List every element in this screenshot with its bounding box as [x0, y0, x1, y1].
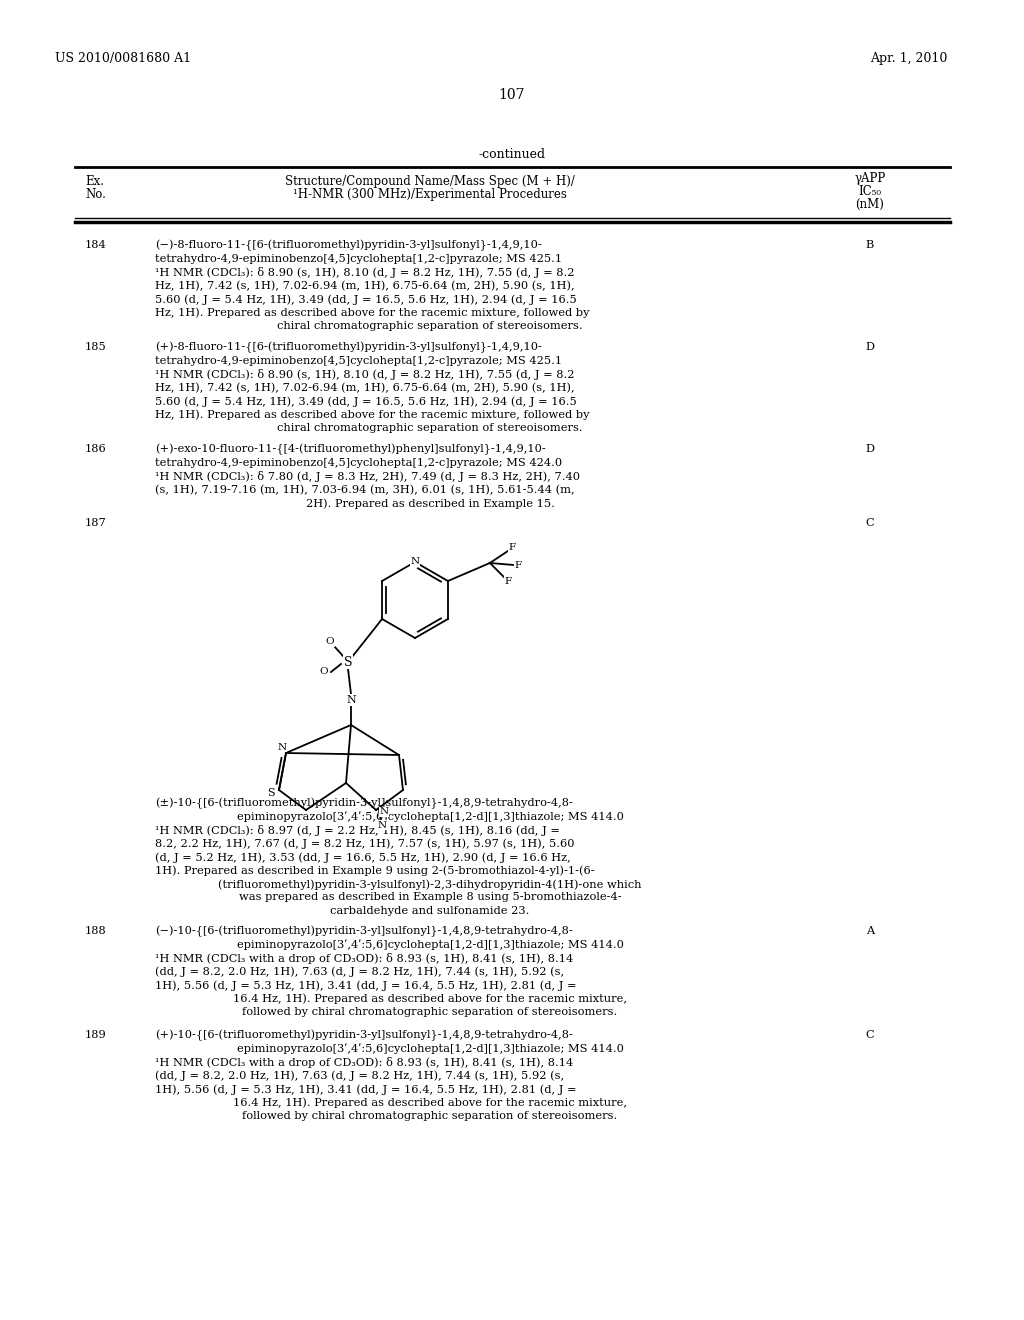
- Text: C: C: [865, 1030, 874, 1040]
- Text: Hz, 1H). Prepared as described above for the racemic mixture, followed by: Hz, 1H). Prepared as described above for…: [155, 409, 590, 420]
- Text: B: B: [866, 240, 874, 249]
- Text: epiminopyrazolo[3ʹ,4ʹ:5,6]cyclohepta[1,2-d][1,3]thiazole; MS 414.0: epiminopyrazolo[3ʹ,4ʹ:5,6]cyclohepta[1,2…: [237, 812, 624, 822]
- Text: F: F: [505, 577, 511, 586]
- Text: N: N: [411, 557, 420, 565]
- Text: tetrahydro-4,9-epiminobenzo[4,5]cyclohepta[1,2-c]pyrazole; MS 425.1: tetrahydro-4,9-epiminobenzo[4,5]cyclohep…: [155, 355, 562, 366]
- Text: (d, J = 5.2 Hz, 1H), 3.53 (dd, J = 16.6, 5.5 Hz, 1H), 2.90 (d, J = 16.6 Hz,: (d, J = 5.2 Hz, 1H), 3.53 (dd, J = 16.6,…: [155, 851, 570, 862]
- Text: N: N: [380, 808, 388, 817]
- Text: 2H). Prepared as described in Example 15.: 2H). Prepared as described in Example 15…: [305, 498, 554, 508]
- Text: IC₅₀: IC₅₀: [858, 185, 882, 198]
- Text: No.: No.: [85, 187, 105, 201]
- Text: ¹H NMR (CDCl₃ with a drop of CD₃OD): δ 8.93 (s, 1H), 8.41 (s, 1H), 8.14: ¹H NMR (CDCl₃ with a drop of CD₃OD): δ 8…: [155, 953, 573, 964]
- Text: (+)-8-fluoro-11-{[6-(trifluoromethyl)pyridin-3-yl]sulfonyl}-1,4,9,10-: (+)-8-fluoro-11-{[6-(trifluoromethyl)pyr…: [155, 342, 542, 354]
- Text: ¹H-NMR (300 MHz)/Experimental Procedures: ¹H-NMR (300 MHz)/Experimental Procedures: [293, 187, 567, 201]
- Text: 185: 185: [85, 342, 106, 352]
- Text: D: D: [865, 444, 874, 454]
- Text: tetrahydro-4,9-epiminobenzo[4,5]cyclohepta[1,2-c]pyrazole; MS 424.0: tetrahydro-4,9-epiminobenzo[4,5]cyclohep…: [155, 458, 562, 467]
- Text: Hz, 1H). Prepared as described above for the racemic mixture, followed by: Hz, 1H). Prepared as described above for…: [155, 308, 590, 318]
- Text: O: O: [326, 638, 334, 647]
- Text: (dd, J = 8.2, 2.0 Hz, 1H), 7.63 (d, J = 8.2 Hz, 1H), 7.44 (s, 1H), 5.92 (s,: (dd, J = 8.2, 2.0 Hz, 1H), 7.63 (d, J = …: [155, 966, 564, 977]
- Text: O: O: [319, 668, 329, 676]
- Text: (+)-exo-10-fluoro-11-{[4-(trifluoromethyl)phenyl]sulfonyl}-1,4,9,10-: (+)-exo-10-fluoro-11-{[4-(trifluoromethy…: [155, 444, 546, 455]
- Text: followed by chiral chromatographic separation of stereoisomers.: followed by chiral chromatographic separ…: [243, 1111, 617, 1121]
- Text: (±)-10-{[6-(trifluoromethyl)pyridin-3-yl]sulfonyl}-1,4,8,9-tetrahydro-4,8-: (±)-10-{[6-(trifluoromethyl)pyridin-3-yl…: [155, 799, 572, 809]
- Text: 107: 107: [499, 88, 525, 102]
- Text: (trifluoromethyl)pyridin-3-ylsulfonyl)-2,3-dihydropyridin-4(1H)-one which: (trifluoromethyl)pyridin-3-ylsulfonyl)-2…: [218, 879, 642, 890]
- Text: tetrahydro-4,9-epiminobenzo[4,5]cyclohepta[1,2-c]pyrazole; MS 425.1: tetrahydro-4,9-epiminobenzo[4,5]cyclohep…: [155, 253, 562, 264]
- Text: C: C: [865, 517, 874, 528]
- Text: 189: 189: [85, 1030, 106, 1040]
- Text: (nM): (nM): [856, 198, 885, 211]
- Text: 5.60 (d, J = 5.4 Hz, 1H), 3.49 (dd, J = 16.5, 5.6 Hz, 1H), 2.94 (d, J = 16.5: 5.60 (d, J = 5.4 Hz, 1H), 3.49 (dd, J = …: [155, 396, 577, 407]
- Text: 186: 186: [85, 444, 106, 454]
- Text: epiminopyrazolo[3ʹ,4ʹ:5,6]cyclohepta[1,2-d][1,3]thiazole; MS 414.0: epiminopyrazolo[3ʹ,4ʹ:5,6]cyclohepta[1,2…: [237, 940, 624, 950]
- Text: carbaldehyde and sulfonamide 23.: carbaldehyde and sulfonamide 23.: [331, 906, 529, 916]
- Text: 1H), 5.56 (d, J = 5.3 Hz, 1H), 3.41 (dd, J = 16.4, 5.5 Hz, 1H), 2.81 (d, J =: 1H), 5.56 (d, J = 5.3 Hz, 1H), 3.41 (dd,…: [155, 979, 577, 990]
- Text: N: N: [346, 696, 356, 705]
- Text: 184: 184: [85, 240, 106, 249]
- Text: F: F: [514, 561, 521, 569]
- Text: A: A: [866, 927, 874, 936]
- Text: F: F: [508, 543, 515, 552]
- Text: followed by chiral chromatographic separation of stereoisomers.: followed by chiral chromatographic separ…: [243, 1007, 617, 1016]
- Text: ¹H NMR (CDCl₃): δ 7.80 (d, J = 8.3 Hz, 2H), 7.49 (d, J = 8.3 Hz, 2H), 7.40: ¹H NMR (CDCl₃): δ 7.80 (d, J = 8.3 Hz, 2…: [155, 471, 580, 482]
- Text: 5.60 (d, J = 5.4 Hz, 1H), 3.49 (dd, J = 16.5, 5.6 Hz, 1H), 2.94 (d, J = 16.5: 5.60 (d, J = 5.4 Hz, 1H), 3.49 (dd, J = …: [155, 294, 577, 305]
- Text: 188: 188: [85, 927, 106, 936]
- Text: ¹H NMR (CDCl₃ with a drop of CD₃OD): δ 8.93 (s, 1H), 8.41 (s, 1H), 8.14: ¹H NMR (CDCl₃ with a drop of CD₃OD): δ 8…: [155, 1057, 573, 1068]
- Text: 16.4 Hz, 1H). Prepared as described above for the racemic mixture,: 16.4 Hz, 1H). Prepared as described abov…: [233, 1097, 627, 1107]
- Text: 16.4 Hz, 1H). Prepared as described above for the racemic mixture,: 16.4 Hz, 1H). Prepared as described abov…: [233, 994, 627, 1005]
- Text: chiral chromatographic separation of stereoisomers.: chiral chromatographic separation of ste…: [278, 422, 583, 433]
- Text: ¹H NMR (CDCl₃): δ 8.90 (s, 1H), 8.10 (d, J = 8.2 Hz, 1H), 7.55 (d, J = 8.2: ¹H NMR (CDCl₃): δ 8.90 (s, 1H), 8.10 (d,…: [155, 370, 574, 380]
- Text: D: D: [865, 342, 874, 352]
- Text: 8.2, 2.2 Hz, 1H), 7.67 (d, J = 8.2 Hz, 1H), 7.57 (s, 1H), 5.97 (s, 1H), 5.60: 8.2, 2.2 Hz, 1H), 7.67 (d, J = 8.2 Hz, 1…: [155, 838, 574, 849]
- Text: Structure/Compound Name/Mass Spec (M + H)/: Structure/Compound Name/Mass Spec (M + H…: [285, 176, 574, 187]
- Text: ¹H NMR (CDCl₃): δ 8.90 (s, 1H), 8.10 (d, J = 8.2 Hz, 1H), 7.55 (d, J = 8.2: ¹H NMR (CDCl₃): δ 8.90 (s, 1H), 8.10 (d,…: [155, 267, 574, 279]
- Text: ¹H NMR (CDCl₃): δ 8.97 (d, J = 2.2 Hz, 1H), 8.45 (s, 1H), 8.16 (dd, J =: ¹H NMR (CDCl₃): δ 8.97 (d, J = 2.2 Hz, 1…: [155, 825, 560, 836]
- Text: (+)-10-{[6-(trifluoromethyl)pyridin-3-yl]sulfonyl}-1,4,8,9-tetrahydro-4,8-: (+)-10-{[6-(trifluoromethyl)pyridin-3-yl…: [155, 1030, 572, 1041]
- Text: epiminopyrazolo[3ʹ,4ʹ:5,6]cyclohepta[1,2-d][1,3]thiazole; MS 414.0: epiminopyrazolo[3ʹ,4ʹ:5,6]cyclohepta[1,2…: [237, 1044, 624, 1055]
- Text: 1H). Prepared as described in Example 9 using 2-(5-bromothiazol-4-yl)-1-(6-: 1H). Prepared as described in Example 9 …: [155, 866, 595, 876]
- Text: was prepared as described in Example 8 using 5-bromothiazole-4-: was prepared as described in Example 8 u…: [239, 892, 622, 903]
- Text: (−)-8-fluoro-11-{[6-(trifluoromethyl)pyridin-3-yl]sulfonyl}-1,4,9,10-: (−)-8-fluoro-11-{[6-(trifluoromethyl)pyr…: [155, 240, 542, 251]
- Text: S: S: [267, 788, 274, 799]
- Text: γAPP: γAPP: [854, 172, 886, 185]
- Text: (−)-10-{[6-(trifluoromethyl)pyridin-3-yl]sulfonyl}-1,4,8,9-tetrahydro-4,8-: (−)-10-{[6-(trifluoromethyl)pyridin-3-yl…: [155, 927, 572, 937]
- Text: S: S: [344, 656, 352, 668]
- Text: 187: 187: [85, 517, 106, 528]
- Text: (dd, J = 8.2, 2.0 Hz, 1H), 7.63 (d, J = 8.2 Hz, 1H), 7.44 (s, 1H), 5.92 (s,: (dd, J = 8.2, 2.0 Hz, 1H), 7.63 (d, J = …: [155, 1071, 564, 1081]
- Text: (s, 1H), 7.19-7.16 (m, 1H), 7.03-6.94 (m, 3H), 6.01 (s, 1H), 5.61-5.44 (m,: (s, 1H), 7.19-7.16 (m, 1H), 7.03-6.94 (m…: [155, 484, 574, 495]
- Text: Hz, 1H), 7.42 (s, 1H), 7.02-6.94 (m, 1H), 6.75-6.64 (m, 2H), 5.90 (s, 1H),: Hz, 1H), 7.42 (s, 1H), 7.02-6.94 (m, 1H)…: [155, 383, 574, 393]
- Text: 1H), 5.56 (d, J = 5.3 Hz, 1H), 3.41 (dd, J = 16.4, 5.5 Hz, 1H), 2.81 (d, J =: 1H), 5.56 (d, J = 5.3 Hz, 1H), 3.41 (dd,…: [155, 1084, 577, 1094]
- Text: Apr. 1, 2010: Apr. 1, 2010: [870, 51, 947, 65]
- Text: US 2010/0081680 A1: US 2010/0081680 A1: [55, 51, 191, 65]
- Text: chiral chromatographic separation of stereoisomers.: chiral chromatographic separation of ste…: [278, 321, 583, 331]
- Text: Hz, 1H), 7.42 (s, 1H), 7.02-6.94 (m, 1H), 6.75-6.64 (m, 2H), 5.90 (s, 1H),: Hz, 1H), 7.42 (s, 1H), 7.02-6.94 (m, 1H)…: [155, 281, 574, 290]
- Text: Ex.: Ex.: [85, 176, 104, 187]
- Text: -continued: -continued: [478, 148, 546, 161]
- Text: N: N: [378, 821, 387, 829]
- Text: N: N: [278, 742, 287, 751]
